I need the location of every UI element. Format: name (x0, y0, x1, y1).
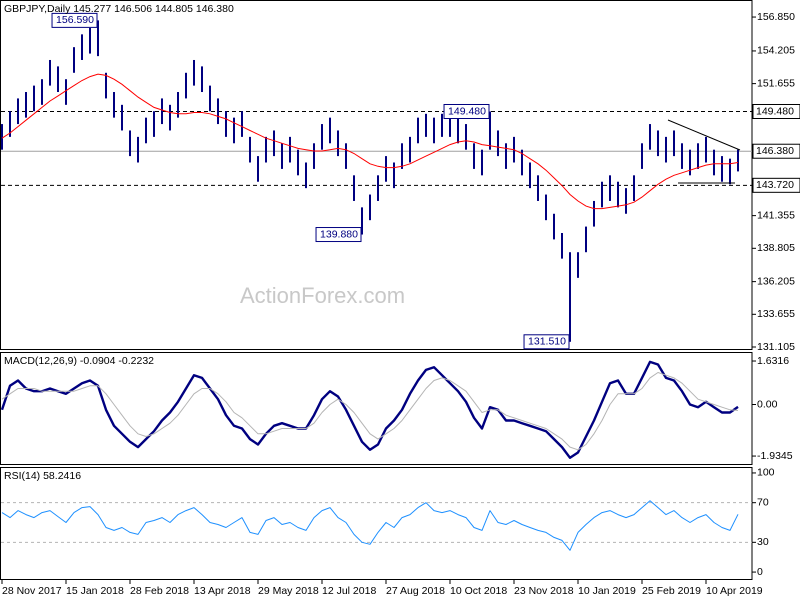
x-tick-label: 28 Feb 2018 (130, 585, 189, 597)
y-tick-label: 0.00 (757, 398, 778, 410)
x-tick-label: 23 Nov 2018 (514, 585, 574, 597)
panel: ActionForex.com 156.850 154.205 151.655 149.… (0, 0, 800, 353)
x-tick-label: 10 Oct 2018 (450, 585, 507, 597)
y-tick-label: 131.105 (757, 341, 795, 353)
x-tick-label: 12 Jul 2018 (322, 585, 376, 597)
panel-title: GBPJPY,Daily 145.277 146.506 144.805 146… (4, 3, 234, 15)
indicator-line (1, 500, 739, 551)
annotation-box (523, 334, 570, 350)
y-tick-label: -1.9345 (757, 450, 793, 462)
y-tick-label: 154.205 (757, 45, 795, 57)
x-tick-label: 15 Jan 2018 (66, 585, 124, 597)
moving-average (1, 73, 739, 210)
y-tick-label: 133.655 (757, 308, 795, 320)
x-tick-label: 25 Feb 2019 (642, 585, 701, 597)
y-tick-label: 30 (757, 536, 769, 548)
y-tick-label: 138.805 (757, 242, 795, 254)
annotation-label: 139.880 (320, 228, 358, 240)
panel: 1.6316 0.00 -1.9345 MACD(12,26,9) -0.0904 -… (0, 352, 793, 465)
x-tick-label: 28 Nov 2017 (2, 585, 62, 597)
y-tick-label: 151.655 (757, 77, 795, 89)
x-tick-label: 10 Apr 2019 (706, 585, 763, 597)
panel: 100 70 30 0 RSI(14) 58.2416 (0, 467, 775, 580)
level-label-box (752, 177, 800, 193)
x-tick-label: 29 May 2018 (258, 585, 319, 597)
annotation-box (315, 227, 362, 243)
panel-title: RSI(14) 58.2416 (4, 470, 81, 482)
panel-title: MACD(12,26,9) -0.0904 -0.2232 (4, 355, 154, 367)
level-label-box (752, 103, 800, 119)
x-tick-label: 10 Jan 2019 (578, 585, 636, 597)
annotation-box (443, 103, 490, 119)
y-tick-label: 0 (757, 566, 763, 578)
last-price-box (752, 143, 800, 159)
last-price-label: 146.380 (756, 145, 794, 157)
y-tick-label: 100 (757, 467, 775, 479)
panel-border (0, 352, 753, 465)
indicator-line (0, 360, 739, 459)
panel-border (0, 467, 753, 580)
trendline (667, 119, 741, 151)
y-tick-label: 141.355 (757, 209, 795, 221)
y-tick-label: 156.850 (757, 11, 795, 23)
x-tick-label: 13 Apr 2018 (194, 585, 251, 597)
triangle-drawing (667, 119, 741, 184)
annotation-label: 149.480 (448, 105, 486, 117)
level-label: 149.480 (756, 105, 794, 117)
watermark: ActionForex.com (240, 283, 405, 308)
level-label: 143.720 (756, 179, 794, 191)
y-tick-label: 1.6316 (757, 355, 789, 367)
panel-border (0, 0, 753, 350)
x-tick-label: 27 Aug 2018 (386, 585, 445, 597)
indicator-line (1, 372, 739, 451)
annotation-box (51, 12, 98, 28)
annotation-label: 156.590 (56, 14, 94, 26)
y-tick-label: 70 (757, 496, 769, 508)
annotation-label: 131.510 (528, 336, 566, 348)
y-tick-label: 136.205 (757, 275, 795, 287)
